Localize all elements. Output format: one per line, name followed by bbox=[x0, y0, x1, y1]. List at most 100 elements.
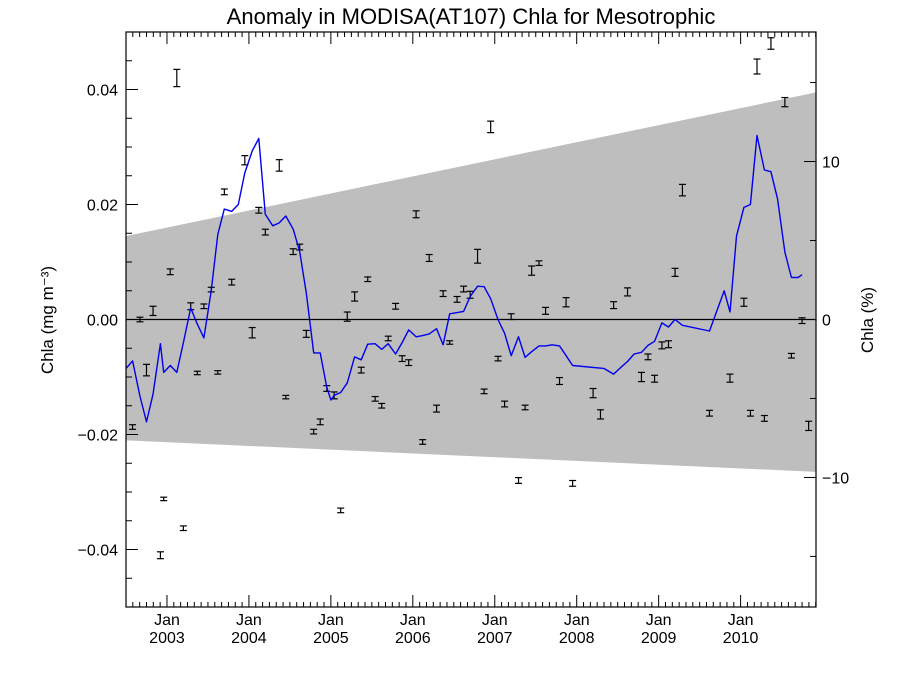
error-bar bbox=[433, 404, 441, 413]
error-bar bbox=[173, 68, 181, 88]
error-bar bbox=[746, 409, 754, 417]
error-bar bbox=[453, 295, 461, 303]
error-bar bbox=[129, 424, 137, 430]
x-tick-month: Jan bbox=[236, 612, 262, 629]
error-bar bbox=[705, 409, 713, 417]
error-bar bbox=[562, 297, 570, 308]
error-bar bbox=[384, 335, 392, 342]
error-bar bbox=[405, 359, 413, 367]
error-bar bbox=[282, 394, 290, 400]
x-tick-year: 2007 bbox=[477, 630, 513, 647]
error-bar bbox=[515, 477, 523, 484]
x-tick-month: Jan bbox=[154, 612, 180, 629]
error-bar bbox=[316, 418, 324, 426]
y-right-tick-label: 0 bbox=[822, 313, 831, 330]
error-bar bbox=[446, 340, 454, 345]
x-tick-month: Jan bbox=[318, 612, 344, 629]
error-bar bbox=[343, 311, 351, 322]
error-bar bbox=[289, 248, 297, 256]
error-bar bbox=[658, 341, 666, 350]
x-tick-month: Jan bbox=[728, 612, 754, 629]
error-bar bbox=[200, 303, 208, 310]
y-axis-right-label: Chla (%) bbox=[858, 287, 877, 353]
error-bar bbox=[310, 428, 318, 435]
error-bar bbox=[364, 276, 372, 283]
x-tick-month: Jan bbox=[482, 612, 508, 629]
error-bar bbox=[439, 290, 447, 298]
y-left-tick-label: 0.00 bbox=[87, 313, 118, 330]
x-tick-year: 2006 bbox=[395, 630, 431, 647]
error-bar bbox=[805, 420, 813, 432]
x-tick-year: 2008 bbox=[559, 630, 595, 647]
error-bar bbox=[753, 58, 761, 75]
error-bar bbox=[596, 409, 604, 420]
error-bar bbox=[610, 301, 618, 310]
error-bar bbox=[556, 376, 564, 386]
error-bar bbox=[302, 329, 310, 338]
y-right-tick-label: −10 bbox=[822, 470, 849, 487]
error-bar bbox=[193, 370, 201, 376]
error-bar bbox=[781, 96, 789, 108]
error-bar bbox=[220, 188, 228, 196]
error-bar bbox=[480, 388, 488, 395]
error-bar bbox=[644, 353, 652, 361]
x-tick-year: 2010 bbox=[723, 630, 759, 647]
error-bar bbox=[507, 313, 515, 321]
error-bar bbox=[357, 366, 365, 374]
error-bar bbox=[798, 317, 806, 325]
error-bar bbox=[501, 400, 509, 408]
y-left-tick-label: 0.04 bbox=[87, 83, 118, 100]
error-bar bbox=[371, 395, 379, 402]
error-bar bbox=[412, 210, 420, 219]
error-bar bbox=[494, 355, 502, 362]
error-bar bbox=[569, 479, 577, 487]
error-bar bbox=[487, 120, 495, 134]
error-bar bbox=[474, 248, 482, 264]
x-tick-month: Jan bbox=[400, 612, 426, 629]
error-bar bbox=[228, 278, 236, 286]
error-bar bbox=[179, 525, 187, 532]
error-bar bbox=[542, 306, 550, 315]
x-tick-year: 2003 bbox=[149, 630, 185, 647]
error-bar bbox=[528, 265, 536, 276]
error-bar bbox=[637, 371, 645, 383]
y-left-tick-label: 0.02 bbox=[87, 198, 118, 215]
error-bar bbox=[419, 439, 427, 445]
error-bar bbox=[378, 402, 386, 409]
error-bar bbox=[275, 159, 283, 172]
error-bar bbox=[740, 297, 748, 307]
error-bar bbox=[166, 268, 174, 276]
error-bar bbox=[142, 363, 150, 377]
x-tick-year: 2009 bbox=[641, 630, 677, 647]
x-tick-month: Jan bbox=[564, 612, 590, 629]
error-bar bbox=[671, 267, 679, 277]
error-bar bbox=[398, 355, 406, 363]
error-bar bbox=[337, 507, 345, 514]
error-bar bbox=[767, 37, 775, 50]
error-bar bbox=[460, 285, 468, 293]
x-tick-year: 2005 bbox=[313, 630, 349, 647]
error-bar bbox=[160, 496, 168, 502]
error-bar bbox=[589, 387, 597, 399]
error-bar bbox=[149, 305, 157, 317]
uncertainty-band bbox=[126, 92, 816, 472]
y-left-tick-label: −0.04 bbox=[78, 543, 119, 560]
anomaly-line bbox=[125, 134, 803, 423]
error-bar bbox=[624, 287, 632, 297]
chart-title: Anomaly in MODISA(AT107) Chla for Mesotr… bbox=[227, 4, 716, 29]
y-right-tick-label: 10 bbox=[822, 155, 840, 172]
error-bar bbox=[521, 404, 529, 411]
error-bar bbox=[214, 370, 222, 375]
error-bar bbox=[678, 183, 686, 197]
error-bar bbox=[726, 373, 734, 383]
error-bar bbox=[248, 326, 256, 339]
x-tick-year: 2004 bbox=[231, 630, 267, 647]
error-bar bbox=[664, 340, 672, 349]
error-bar bbox=[255, 206, 263, 214]
error-bar bbox=[351, 291, 359, 302]
plot-area: 0.040.020.00−0.02−0.04100−10Jan2003Jan20… bbox=[78, 31, 849, 647]
error-bar bbox=[535, 260, 543, 267]
error-bar bbox=[136, 316, 144, 323]
y-left-tick-label: −0.02 bbox=[78, 428, 119, 445]
